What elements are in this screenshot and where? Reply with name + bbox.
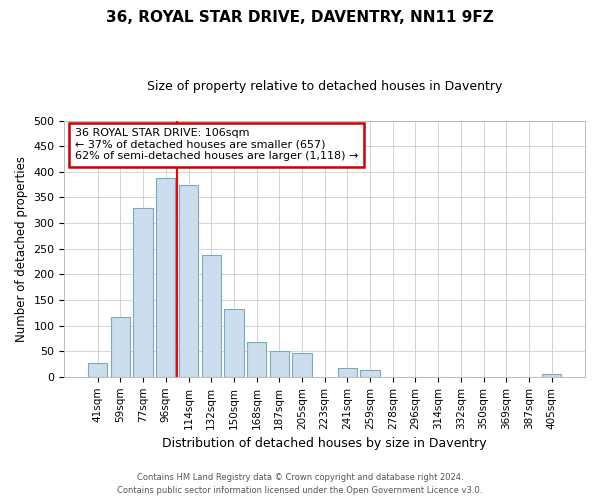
- Text: 36, ROYAL STAR DRIVE, DAVENTRY, NN11 9FZ: 36, ROYAL STAR DRIVE, DAVENTRY, NN11 9FZ: [106, 10, 494, 25]
- X-axis label: Distribution of detached houses by size in Daventry: Distribution of detached houses by size …: [163, 437, 487, 450]
- Bar: [133, 208, 153, 377]
- Bar: [111, 318, 130, 377]
- Bar: [202, 256, 221, 377]
- Bar: [179, 184, 198, 377]
- Bar: [247, 342, 266, 377]
- Bar: [542, 374, 562, 377]
- Bar: [269, 351, 289, 377]
- Bar: [292, 353, 311, 377]
- Text: 36 ROYAL STAR DRIVE: 106sqm
← 37% of detached houses are smaller (657)
62% of se: 36 ROYAL STAR DRIVE: 106sqm ← 37% of det…: [75, 128, 358, 162]
- Bar: [338, 368, 357, 377]
- Text: Contains HM Land Registry data © Crown copyright and database right 2024.
Contai: Contains HM Land Registry data © Crown c…: [118, 474, 482, 495]
- Title: Size of property relative to detached houses in Daventry: Size of property relative to detached ho…: [147, 80, 502, 93]
- Bar: [361, 370, 380, 377]
- Bar: [88, 363, 107, 377]
- Bar: [224, 308, 244, 377]
- Bar: [156, 178, 175, 377]
- Y-axis label: Number of detached properties: Number of detached properties: [15, 156, 28, 342]
